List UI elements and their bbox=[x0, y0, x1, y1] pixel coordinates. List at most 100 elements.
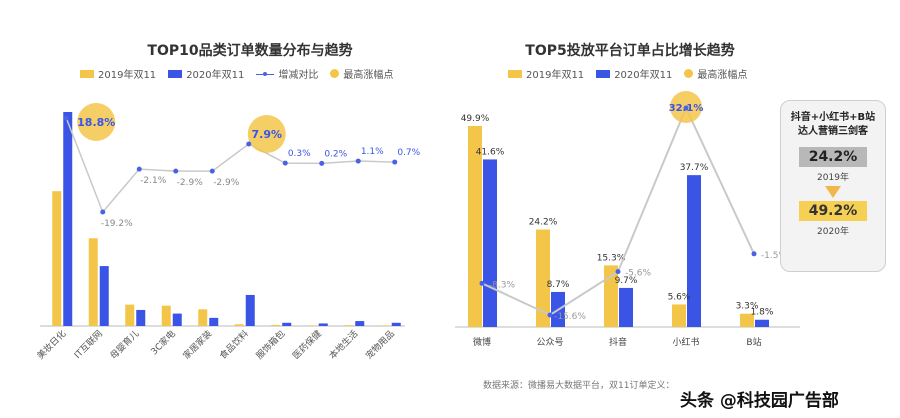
x-tick-label: B站 bbox=[746, 336, 761, 348]
bar-label-2020: 37.7% bbox=[680, 163, 709, 173]
bar-2019 bbox=[161, 305, 171, 326]
x-tick-label: 母婴育儿 bbox=[107, 328, 141, 362]
right-chart-title: TOP5投放平台订单占比增长趋势 bbox=[525, 43, 735, 59]
bar-2020 bbox=[136, 309, 146, 326]
trend-point bbox=[479, 280, 485, 286]
bar-2020 bbox=[99, 266, 109, 326]
x-tick-label: 家居家装 bbox=[180, 328, 214, 362]
bar-2019 bbox=[125, 304, 135, 326]
legend-label-highlight: 最高涨幅点 bbox=[343, 70, 394, 81]
bar-2019 bbox=[536, 229, 550, 327]
bar-2019 bbox=[380, 325, 390, 326]
bar-label-2019: 24.2% bbox=[529, 218, 558, 228]
trend-line bbox=[65, 117, 395, 214]
x-tick-label: IT互联网 bbox=[72, 328, 105, 361]
trend-label: 0.2% bbox=[324, 149, 347, 159]
data-source-note: 数据来源：微播易大数据平台，双11订单定义： bbox=[483, 381, 675, 391]
legend-swatch-highlight bbox=[330, 69, 340, 78]
bar-label-2020: 9.7% bbox=[615, 276, 638, 286]
legend-swatch-2019 bbox=[80, 69, 94, 78]
highlight-label: 18.8% bbox=[77, 116, 115, 129]
legend-label-2020: 2020年双11 bbox=[186, 70, 245, 81]
callout-heading-line1: 抖音+小红书+B站 bbox=[790, 112, 876, 123]
trend-point bbox=[63, 115, 69, 121]
legend-swatch-2020 bbox=[596, 69, 611, 78]
bar-label-2019: 15.3% bbox=[597, 253, 626, 263]
left-chart-title: TOP10品类订单数量分布与趋势 bbox=[147, 43, 353, 59]
trend-point bbox=[392, 159, 398, 165]
bar-2019 bbox=[740, 313, 754, 327]
x-tick-label: 美妆日化 bbox=[34, 328, 68, 362]
bar-label-2020: 41.6% bbox=[476, 147, 505, 157]
x-tick-label: 服饰箱包 bbox=[253, 328, 287, 362]
trend-label: 0.7% bbox=[397, 148, 420, 158]
legend-label-2020: 2020年双11 bbox=[614, 70, 673, 81]
trend-point bbox=[683, 105, 689, 111]
bar-2019 bbox=[672, 304, 686, 327]
trend-point bbox=[246, 141, 252, 147]
trend-point bbox=[173, 168, 179, 174]
trend-label: -2.9% bbox=[213, 178, 240, 188]
callout-year-2019: 2019年 bbox=[817, 173, 849, 183]
legend-label-2019: 2019年双11 bbox=[98, 70, 157, 81]
bar-2019 bbox=[604, 265, 618, 327]
legend-label-trend: 增减对比 bbox=[278, 70, 319, 81]
bar-2019 bbox=[307, 325, 317, 326]
callout-value-2020: 49.2% bbox=[798, 201, 868, 221]
legend-label-2019: 2019年双11 bbox=[526, 70, 585, 81]
trend-label: -2.1% bbox=[140, 176, 167, 186]
bar-2020 bbox=[355, 321, 365, 326]
trend-point bbox=[136, 166, 142, 172]
bar-label-2019: 49.9% bbox=[461, 114, 490, 124]
trend-point bbox=[319, 160, 325, 166]
x-tick-label: 医药保健 bbox=[290, 328, 324, 362]
bar-2019 bbox=[344, 325, 354, 326]
x-tick-label: 微博 bbox=[473, 336, 491, 348]
down-arrow-icon bbox=[825, 186, 841, 198]
trend-label: -5.6% bbox=[625, 269, 652, 279]
callout-heading: 抖音+小红书+B站 达人营销三剑客 bbox=[791, 111, 875, 139]
bar-2019 bbox=[52, 191, 62, 326]
bar-2019 bbox=[198, 309, 208, 326]
bar-2020 bbox=[687, 175, 701, 327]
bar-label-2019: 5.6% bbox=[668, 292, 691, 302]
highlight-circle bbox=[77, 103, 116, 141]
x-tick-label: 本地生活 bbox=[326, 328, 360, 362]
trend-point bbox=[282, 160, 288, 166]
trend-point bbox=[547, 312, 553, 318]
trend-label: 0.3% bbox=[288, 149, 311, 159]
bar-label-2019: 3.3% bbox=[736, 302, 759, 312]
x-tick-label: 宠物用品 bbox=[363, 328, 397, 362]
trend-point bbox=[209, 168, 215, 174]
watermark: 头条 @科技园广告部 bbox=[680, 391, 839, 411]
trend-label: -1.5% bbox=[761, 251, 788, 261]
bar-2020 bbox=[483, 159, 497, 327]
bar-2020 bbox=[63, 112, 73, 326]
callout-year-2020: 2020年 bbox=[817, 227, 849, 237]
right-legend: 2019年双11 2020年双11 最高涨幅点 bbox=[508, 66, 747, 81]
trend-label: -2.9% bbox=[177, 178, 204, 188]
bar-2020 bbox=[391, 322, 401, 326]
bar-2020 bbox=[318, 323, 328, 326]
trend-label: -19.2% bbox=[101, 219, 133, 229]
left-legend: 2019年双11 2020年双11 增减对比 最高涨幅点 bbox=[80, 66, 393, 81]
legend-swatch-2020 bbox=[168, 69, 183, 78]
trend-label: 1.1% bbox=[361, 147, 384, 157]
legend-label-highlight: 最高涨幅点 bbox=[697, 70, 748, 81]
summary-callout: 抖音+小红书+B站 达人营销三剑客 24.2% 2019年 49.2% 2020… bbox=[780, 100, 886, 272]
trend-label: -8.3% bbox=[489, 280, 516, 290]
legend-swatch-highlight bbox=[684, 69, 694, 78]
x-tick-label: 食品饮料 bbox=[217, 328, 251, 362]
trend-label: -15.6% bbox=[554, 312, 586, 322]
legend-swatch-trend bbox=[256, 70, 275, 78]
legend-swatch-2019 bbox=[508, 69, 522, 78]
bar-2019 bbox=[88, 238, 98, 326]
x-tick-label: 抖音 bbox=[609, 336, 627, 348]
x-tick-label: 公众号 bbox=[536, 337, 563, 348]
bar-2019 bbox=[271, 324, 281, 326]
callout-heading-line2: 达人营销三剑客 bbox=[797, 126, 868, 137]
bar-2019 bbox=[234, 324, 244, 326]
bar-label-2020: 8.7% bbox=[547, 280, 570, 290]
bar-label-2020: 1.8% bbox=[751, 308, 774, 318]
